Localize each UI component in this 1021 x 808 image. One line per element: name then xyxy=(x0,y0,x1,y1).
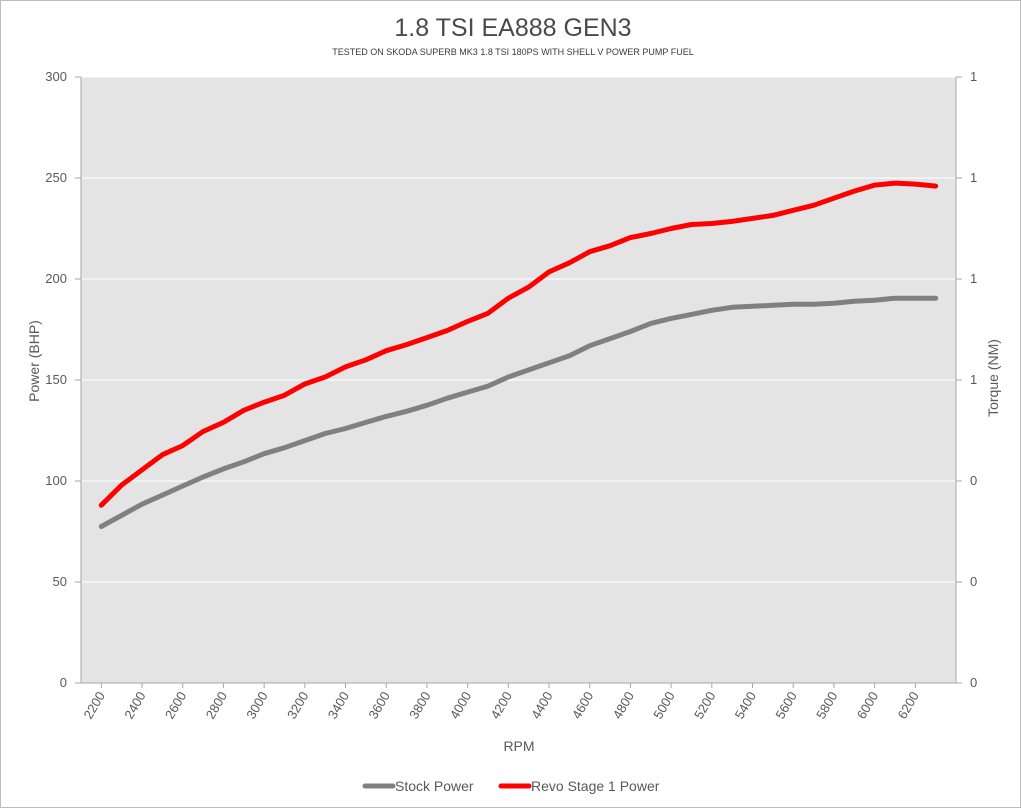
x-tick-label: 2600 xyxy=(162,689,189,722)
x-tick-label: 2800 xyxy=(203,689,230,722)
legend-label-0: Stock Power xyxy=(395,778,474,794)
y2-tick-label: 0 xyxy=(970,574,977,589)
x-tick-label: 4400 xyxy=(528,689,555,722)
y2-tick-label: 1 xyxy=(970,170,977,185)
series-lines xyxy=(98,180,939,529)
x-tick-label: 3000 xyxy=(243,689,270,722)
x-tick-label: 3800 xyxy=(406,689,433,722)
x-tick-label: 3400 xyxy=(325,689,352,722)
y-tick-label: 150 xyxy=(45,372,67,387)
y-tick-label: 0 xyxy=(60,675,67,690)
legend-label-1: Revo Stage 1 Power xyxy=(531,778,660,794)
x-axis-label: RPM xyxy=(503,738,534,754)
x-tick-label: 4800 xyxy=(610,689,637,722)
x-tick-label: 4600 xyxy=(569,689,596,722)
chart-subtitle: TESTED ON SKODA SUPERB MK3 1.8 TSI 180PS… xyxy=(332,47,693,57)
y2-tick-label: 1 xyxy=(970,271,977,286)
y-tick-label: 300 xyxy=(45,69,67,84)
x-tick-label: 5200 xyxy=(691,689,718,722)
y-axis-label: Power (BHP) xyxy=(26,320,42,402)
x-tick-label: 5800 xyxy=(813,689,840,722)
y-tick-label: 200 xyxy=(45,271,67,286)
x-tick-label: 2200 xyxy=(80,689,107,722)
x-tick-label: 2400 xyxy=(121,689,148,722)
y2-axis-ticks: 0 0 0 1 1 1 1 xyxy=(955,69,977,690)
y2-tick-label: 1 xyxy=(970,372,977,387)
y-tick-label: 50 xyxy=(53,574,67,589)
series-line-1 xyxy=(98,180,939,508)
x-tick-label: 4000 xyxy=(447,689,474,722)
y-axis-ticks: 0 50 100 150 200 250 300 xyxy=(45,69,82,690)
y-tick-label: 100 xyxy=(45,473,67,488)
x-tick-label: 6200 xyxy=(894,689,921,722)
y2-tick-label: 0 xyxy=(970,675,977,690)
x-tick-label: 4200 xyxy=(487,689,514,722)
legend: Stock Power Revo Stage 1 Power xyxy=(362,778,660,794)
y-tick-label: 250 xyxy=(45,170,67,185)
x-tick-label: 5600 xyxy=(772,689,799,722)
y2-axis-label: Torque (NM) xyxy=(985,339,1001,417)
x-tick-label: 3600 xyxy=(365,689,392,722)
x-tick-label: 5400 xyxy=(732,689,759,722)
y2-tick-label: 0 xyxy=(970,473,977,488)
x-axis-ticks: 2200 2400 2600 2800 3000 3200 3400 3600 3800 4000… xyxy=(80,682,956,722)
series-line-0 xyxy=(98,295,939,529)
x-tick-label: 5000 xyxy=(650,689,677,722)
y2-tick-label: 1 xyxy=(970,69,977,84)
x-tick-label: 3200 xyxy=(284,689,311,722)
chart-title: 1.8 TSI EA888 GEN3 xyxy=(394,14,631,42)
x-tick-label: 6000 xyxy=(854,689,881,722)
